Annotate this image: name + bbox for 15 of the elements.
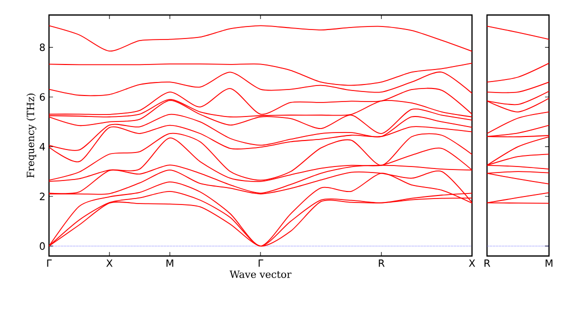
y-tick-label: 2 bbox=[40, 192, 44, 200]
x-tick-label: M bbox=[166, 260, 174, 267]
x-tick-label: Γ bbox=[258, 260, 264, 267]
x-tick-label: X bbox=[468, 260, 476, 267]
x-axis-title: Wave vector bbox=[230, 270, 292, 278]
y-tick-label: 0 bbox=[40, 242, 45, 250]
x-tick-label: M bbox=[546, 260, 552, 267]
y-tick-label: 6 bbox=[40, 93, 45, 101]
y-axis-title: Frequency (THz) bbox=[26, 94, 36, 178]
y-tick-label: 8 bbox=[40, 44, 45, 52]
x-tick-label: Γ bbox=[47, 260, 52, 267]
x-tick-label: R bbox=[484, 260, 490, 267]
x-tick-label: X bbox=[106, 260, 113, 267]
y-tick-label: 4 bbox=[40, 143, 45, 150]
x-tick-label: R bbox=[378, 260, 385, 267]
